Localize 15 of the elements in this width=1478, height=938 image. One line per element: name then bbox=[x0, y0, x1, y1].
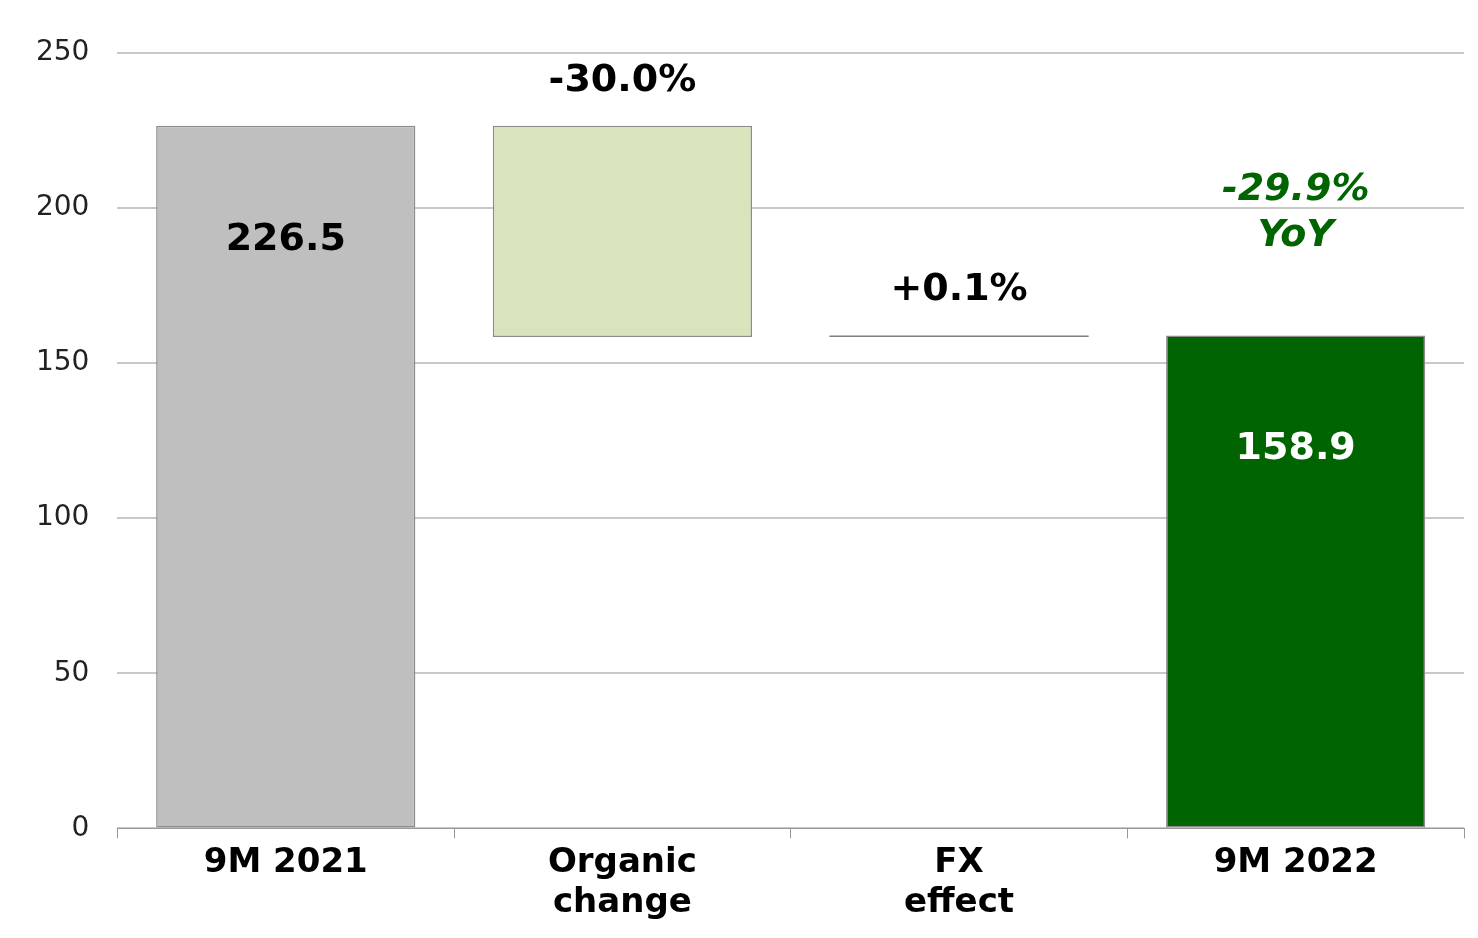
data-label: 226.5 bbox=[225, 214, 346, 259]
x-tick-label: FX effect bbox=[904, 839, 1015, 921]
x-tick-label: 9M 2022 bbox=[1213, 839, 1378, 880]
y-tick-label: 0 bbox=[71, 809, 90, 843]
y-tick-label: 150 bbox=[35, 344, 90, 378]
y-tick-label: 50 bbox=[53, 654, 90, 688]
annotation: -30.0% bbox=[548, 55, 697, 100]
annotation: +0.1% bbox=[890, 265, 1028, 310]
y-tick-label: 200 bbox=[35, 189, 90, 223]
data-label: 158.9 bbox=[1235, 424, 1356, 469]
x-tick-label: Organic change bbox=[547, 839, 697, 921]
y-tick-label: 250 bbox=[35, 34, 90, 68]
annotation: -29.9% YoY bbox=[1221, 165, 1370, 256]
x-tick-label: 9M 2021 bbox=[203, 839, 368, 880]
y-tick-label: 100 bbox=[35, 499, 90, 533]
